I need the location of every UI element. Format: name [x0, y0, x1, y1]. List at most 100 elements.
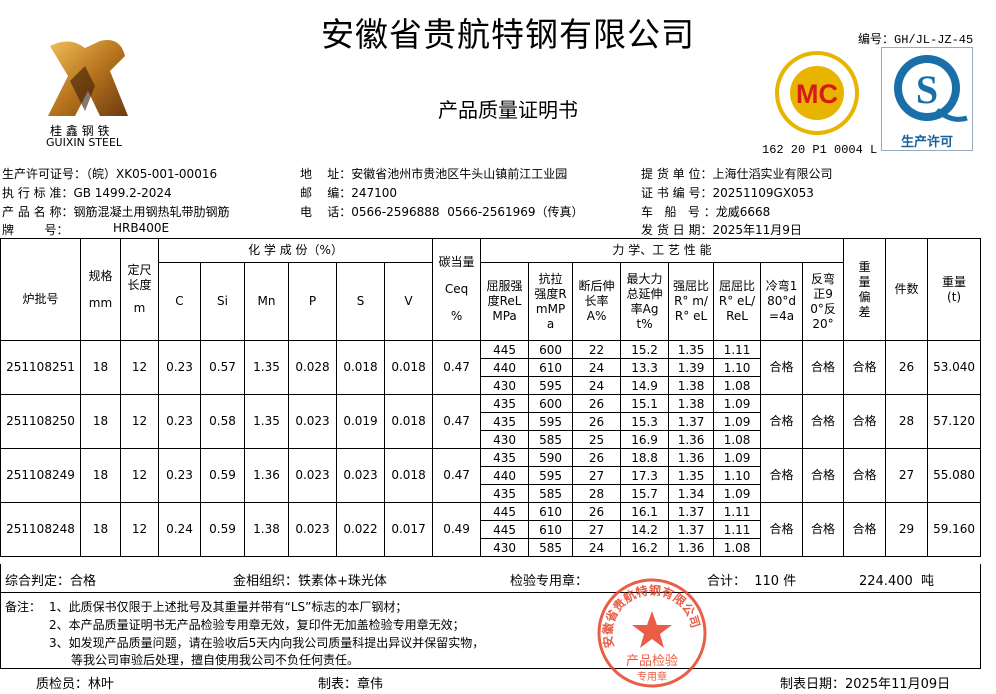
- mech-value: 430: [480, 430, 530, 449]
- postcode: 邮 编：247100: [300, 186, 398, 200]
- mech-value: 585: [528, 430, 574, 449]
- standard: 执 行 标 准：GB 1499.2-2024: [2, 186, 172, 200]
- qs-logo-icon: S: [894, 55, 968, 122]
- mech-value: 430: [480, 538, 530, 557]
- chem-value: 0.023: [288, 448, 337, 503]
- spec: 18: [80, 448, 121, 503]
- stamp-seal-icon: 安徽省贵航特钢有限公司 产品检验 专用章: [597, 578, 707, 688]
- mc-cert-code: 162 20 P1 0004 L: [762, 143, 878, 157]
- chem-value: 1.35: [244, 394, 289, 449]
- table-row: 440 610 24 13.3 1.39 1.10: [1, 358, 981, 377]
- mech-value: 600: [528, 394, 574, 413]
- stamp-bottom-text: 专用章: [637, 670, 667, 683]
- ship-date: 发 货 日 期：2025年11月9日: [641, 223, 802, 237]
- cold-bend-result: 合格: [760, 394, 804, 449]
- license-number: 生产许可证号：（皖）XK05-001-00016: [2, 167, 218, 181]
- mech-value: 1.38: [668, 376, 715, 395]
- weight: 59.160: [927, 502, 982, 557]
- piece-count: 29: [885, 502, 929, 557]
- mech-value: 1.09: [713, 412, 762, 431]
- mech-value: 1.09: [713, 394, 762, 413]
- header-chem-c: C: [158, 262, 201, 341]
- header-count: 件数: [885, 238, 929, 341]
- spec: 18: [80, 394, 121, 449]
- mech-value: 1.11: [713, 502, 762, 521]
- mech-value: 600: [528, 340, 574, 359]
- header-weight-deviation: 重量偏差: [843, 238, 887, 341]
- header-chem-p: P: [288, 262, 337, 341]
- mech-value: 610: [528, 358, 574, 377]
- quality-table: 炉批号 规格 mm 定尺长度 m 化 学 成 份（%） 碳当量 Ceq% 力 学、工 …: [0, 238, 982, 557]
- chem-value: 0.019: [336, 394, 385, 449]
- ceq-value: 0.47: [432, 448, 482, 503]
- chem-value: 0.24: [158, 502, 201, 557]
- header-chem-v: V: [383, 262, 434, 341]
- mech-value: 1.35: [668, 466, 715, 485]
- overall-judgement: 综合判定：合格: [5, 574, 97, 589]
- mech-value: 16.9: [620, 430, 670, 449]
- mech-value: 610: [528, 502, 574, 521]
- note-item: 1、此质保书仅限于上述批号及其重量并带有“LS”标志的本厂钢材；: [49, 600, 408, 614]
- mech-value: 590: [528, 448, 574, 467]
- stamp-center-text: 产品检验: [626, 653, 678, 669]
- chem-value: 0.23: [158, 394, 201, 449]
- mech-value: 1.10: [713, 358, 762, 377]
- document-title: 产品质量证明书: [438, 98, 578, 122]
- header-mech-col: 冷弯180°d=4a: [760, 262, 804, 341]
- mech-value: 26: [572, 412, 622, 431]
- header-chem-si: Si: [200, 262, 245, 341]
- mech-value: 26: [572, 448, 622, 467]
- mech-value: 25: [572, 430, 622, 449]
- star-icon: [632, 611, 672, 648]
- length: 12: [120, 502, 159, 557]
- piece-count: 28: [885, 394, 929, 449]
- mech-value: 1.35: [668, 340, 715, 359]
- mech-value: 1.38: [668, 394, 715, 413]
- rebend-result: 合格: [802, 394, 845, 449]
- chem-value: 0.23: [158, 340, 201, 395]
- mech-value: 24: [572, 376, 622, 395]
- chem-value: 0.017: [383, 502, 434, 557]
- rebend-result: 合格: [802, 502, 845, 557]
- mech-value: 1.37: [668, 502, 715, 521]
- inspection-stamp-label: 检验专用章：: [510, 574, 589, 589]
- mech-value: 15.7: [620, 484, 670, 503]
- consignee: 提 货 单 位：上海仕滔实业有限公司: [641, 167, 833, 181]
- mech-value: 1.39: [668, 358, 715, 377]
- chem-value: 0.018: [336, 340, 385, 395]
- inspector: 质检员：林叶: [36, 677, 115, 692]
- vehicle-number: 车 船 号 ：龙威6668: [641, 205, 771, 219]
- mech-value: 445: [480, 340, 530, 359]
- certificate-number: 证 书 编 号：20251109GX053: [641, 186, 814, 200]
- ceq-value: 0.47: [432, 394, 482, 449]
- piece-count: 26: [885, 340, 929, 395]
- mech-value: 18.8: [620, 448, 670, 467]
- chem-value: 0.57: [200, 340, 245, 395]
- ceq-value: 0.47: [432, 340, 482, 395]
- note-item: 2、本产品质量证明书无产品检验专用章无效，复印件无加盖检验专用章无效；: [49, 618, 465, 632]
- cold-bend-result: 合格: [760, 502, 804, 557]
- mech-value: 27: [572, 520, 622, 539]
- mech-value: 15.1: [620, 394, 670, 413]
- weight-deviation-result: 合格: [843, 340, 887, 395]
- mech-value: 595: [528, 376, 574, 395]
- mech-value: 27: [572, 466, 622, 485]
- length: 12: [120, 394, 159, 449]
- svg-text:S: S: [916, 67, 938, 112]
- chem-value: 0.022: [336, 502, 385, 557]
- mc-logo-icon: MC: [775, 51, 859, 135]
- header-chem-mn: Mn: [244, 262, 289, 341]
- company-title: 安徽省贵航特钢有限公司: [321, 15, 695, 54]
- mech-value: 1.34: [668, 484, 715, 503]
- header-batch: 炉批号: [0, 238, 81, 341]
- rebend-result: 合格: [802, 448, 845, 503]
- spec: 18: [80, 340, 121, 395]
- header-spec: 规格 mm: [80, 238, 121, 341]
- mech-value: 16.1: [620, 502, 670, 521]
- header-mechanical: 力 学、工 艺 性 能: [480, 238, 845, 263]
- logo-text-cn: 桂 鑫 钢 铁: [50, 124, 110, 138]
- mc-logo-text: MC: [796, 79, 838, 109]
- chem-value: 1.36: [244, 448, 289, 503]
- mech-value: 17.3: [620, 466, 670, 485]
- total-count: 合计： 110 件: [707, 574, 797, 589]
